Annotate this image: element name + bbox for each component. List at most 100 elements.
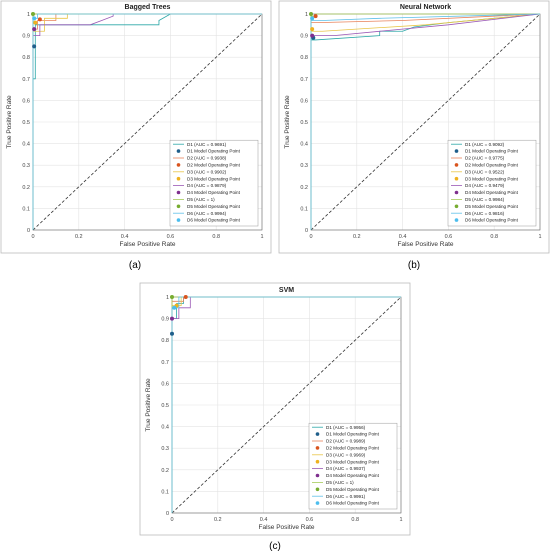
- y-tick-label: 0.5: [22, 120, 30, 126]
- x-tick-label: 0.2: [214, 517, 222, 523]
- y-tick-label: 0.3: [22, 163, 30, 169]
- panel-caption: (a): [129, 260, 141, 271]
- legend-entry: D3 (AUC = 0.9902): [187, 169, 227, 174]
- panel-caption: (c): [269, 541, 281, 552]
- panel-caption: (b): [408, 260, 420, 271]
- legend-entry: D2 (AUC = 0.9775): [465, 156, 505, 161]
- legend-entry: D5 (AUC = 0.9984): [465, 197, 505, 202]
- legend-entry: D5 Model Operating Point: [326, 487, 380, 492]
- x-axis-label: False Positive Rate: [398, 241, 454, 248]
- y-tick-label: 0: [166, 511, 169, 517]
- legend-entry: D4 (AUC = 0.9879): [187, 183, 227, 188]
- x-tick-label: 0: [309, 234, 312, 240]
- legend-entry: D6 (AUC = 0.9991): [326, 494, 366, 499]
- legend-entry: D6 Model Operating Point: [187, 218, 241, 223]
- y-tick-label: 0.7: [300, 77, 308, 83]
- y-tick-label: 0.4: [22, 142, 30, 148]
- legend-marker-swatch: [454, 190, 459, 195]
- legend-entry: D6 Model Operating Point: [465, 218, 519, 223]
- y-tick-label: 0.9: [22, 34, 30, 40]
- legend-entry: D2 (AUC = 0.9989): [326, 439, 366, 444]
- legend-box: [447, 139, 537, 227]
- roc-curve: [32, 13, 262, 230]
- y-tick-label: 0: [305, 228, 308, 234]
- y-tick-label: 0.1: [300, 206, 308, 212]
- x-tick-label: 0.4: [121, 234, 129, 240]
- y-tick-label: 0.6: [300, 98, 308, 104]
- x-tick-label: 0: [170, 517, 173, 523]
- operating-point-marker: [31, 12, 35, 16]
- operating-point-marker: [32, 44, 37, 49]
- x-tick-label: 0.8: [490, 234, 498, 240]
- legend-marker-swatch: [454, 218, 459, 222]
- legend-entry: D5 (AUC = 1): [187, 197, 215, 202]
- y-tick-label: 1: [27, 12, 30, 18]
- x-tick-label: 0: [31, 234, 34, 240]
- legend-entry: D3 (AUC = 0.9522): [465, 169, 505, 174]
- operating-point-marker: [37, 17, 42, 22]
- operating-point-marker: [32, 16, 37, 21]
- legend-entry: D6 (AUC = 0.9994): [187, 211, 227, 216]
- operating-point-marker: [183, 295, 188, 299]
- y-tick-label: 0.2: [22, 185, 30, 191]
- roc-curve: [310, 13, 541, 230]
- roc-panel: 0 0.2 0.4 0.6 0.8 1 0 0.1 0.2 0.3 0.4 0.5 0.6 0.7 0.8 0…: [139, 282, 411, 536]
- roc-curve: [171, 296, 401, 513]
- x-tick-label: 1: [538, 234, 541, 240]
- legend-entry: D5 (AUC = 1): [326, 480, 354, 485]
- operating-point-marker: [170, 295, 174, 299]
- legend-entry: D4 (AUC = 0.9937): [326, 466, 366, 471]
- operating-point-marker: [310, 27, 315, 32]
- y-tick-label: 0.3: [161, 446, 169, 452]
- operating-point-marker: [310, 33, 315, 38]
- legend: D1 (AUC = 0.9956) D1 Model Operating Poin…: [308, 422, 398, 510]
- legend-marker-swatch: [454, 163, 459, 167]
- x-axis-label: False Positive Rate: [120, 241, 176, 248]
- y-tick-label: 1: [305, 12, 308, 18]
- legend-entry: D1 Model Operating Point: [326, 432, 380, 437]
- legend-entry: D4 Model Operating Point: [187, 190, 241, 195]
- legend-entry: D6 Model Operating Point: [326, 501, 380, 506]
- chart-title: SVM: [279, 287, 294, 294]
- legend-entry: D6 (AUC = 0.9816): [465, 211, 505, 216]
- legend-entry: D1 (AUC = 0.9691): [187, 142, 227, 147]
- operating-point-marker: [33, 20, 38, 25]
- x-tick-label: 0.2: [353, 234, 361, 240]
- operating-point-marker: [170, 316, 174, 321]
- legend-entry: D1 Model Operating Point: [465, 149, 519, 154]
- operating-point-marker: [32, 27, 37, 32]
- y-tick-label: 0.6: [161, 381, 169, 387]
- y-tick-label: 0.9: [161, 317, 169, 323]
- x-tick-label: 0.8: [212, 234, 220, 240]
- y-tick-label: 0.5: [300, 120, 308, 126]
- legend-entry: D3 Model Operating Point: [326, 459, 380, 464]
- legend-entry: D2 Model Operating Point: [326, 446, 380, 451]
- y-tick-label: 0.4: [161, 425, 169, 431]
- x-tick-label: 1: [399, 517, 402, 523]
- x-tick-label: 0.4: [260, 517, 268, 523]
- x-tick-label: 0.4: [399, 234, 407, 240]
- legend-box: [308, 422, 398, 510]
- legend: D1 (AUC = 0.9691) D1 Model Operating Poin…: [169, 139, 259, 227]
- y-tick-label: 0.2: [161, 468, 169, 474]
- y-tick-label: 0.7: [161, 360, 169, 366]
- legend-marker-swatch: [176, 218, 181, 222]
- y-tick-label: 0.8: [300, 55, 308, 61]
- legend-entry: D2 (AUC = 0.9938): [187, 156, 227, 161]
- y-tick-label: 0.7: [22, 77, 30, 83]
- legend-entry: D1 (AUC = 0.9956): [326, 425, 366, 430]
- y-axis-label: True Positive Rate: [145, 378, 152, 432]
- x-axis-label: False Positive Rate: [259, 524, 315, 531]
- legend-marker-swatch: [176, 190, 181, 195]
- y-tick-label: 0.1: [22, 206, 30, 212]
- legend-entry: D2 Model Operating Point: [465, 163, 519, 168]
- legend-entry: D5 Model Operating Point: [187, 204, 241, 209]
- legend-marker-swatch: [315, 501, 320, 505]
- legend-marker-swatch: [315, 446, 320, 450]
- legend-entry: D1 (AUC = 0.9092): [465, 142, 505, 147]
- x-tick-label: 1: [260, 234, 263, 240]
- legend-marker-swatch: [315, 432, 320, 436]
- legend-entry: D3 Model Operating Point: [187, 176, 241, 181]
- y-tick-label: 0.3: [300, 163, 308, 169]
